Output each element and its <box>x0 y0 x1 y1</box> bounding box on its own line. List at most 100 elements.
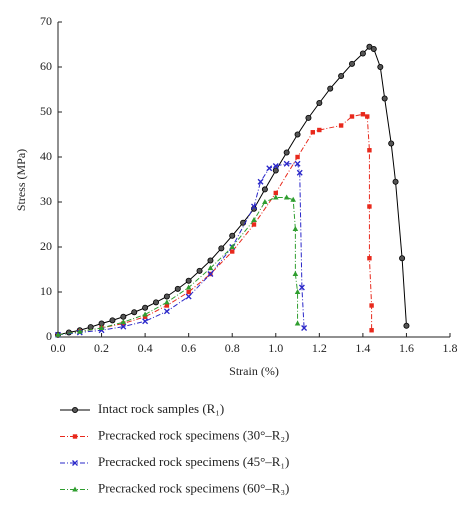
marker <box>367 204 372 209</box>
marker <box>273 190 278 196</box>
marker <box>272 167 279 174</box>
y-tick-label: 50 <box>40 104 52 118</box>
y-tick-label: 60 <box>40 59 52 73</box>
x-tick-label: 1.6 <box>399 341 414 355</box>
marker <box>142 318 149 325</box>
marker <box>272 163 279 169</box>
marker <box>403 322 410 329</box>
marker <box>262 199 268 204</box>
marker <box>388 140 395 147</box>
marker <box>294 320 301 326</box>
series-line <box>57 163 305 336</box>
y-tick-label: 10 <box>40 284 52 298</box>
marker <box>207 265 214 271</box>
marker <box>131 309 138 316</box>
marker <box>294 160 301 167</box>
marker <box>305 114 312 121</box>
legend-marker <box>72 406 79 413</box>
marker <box>266 165 273 172</box>
marker <box>251 222 257 227</box>
marker <box>296 169 303 176</box>
marker <box>163 308 170 315</box>
marker <box>359 50 366 57</box>
marker <box>142 314 148 319</box>
marker <box>120 319 127 325</box>
y-axis-label: Stress (MPa) <box>14 149 28 211</box>
marker <box>370 46 377 53</box>
marker <box>229 232 236 239</box>
marker <box>317 127 322 133</box>
y-tick-label: 30 <box>40 194 52 208</box>
x-tick-label: 1.0 <box>268 341 283 355</box>
marker <box>185 284 192 290</box>
marker <box>120 313 127 320</box>
x-tick-label: 1.8 <box>443 341 458 355</box>
marker <box>316 100 323 107</box>
marker <box>251 203 257 210</box>
marker <box>381 95 388 102</box>
marker <box>338 123 344 128</box>
marker <box>229 244 236 249</box>
marker <box>164 303 170 308</box>
marker <box>367 148 372 153</box>
x-tick-label: 0.0 <box>51 341 66 355</box>
marker <box>298 284 305 291</box>
marker <box>283 194 290 200</box>
marker <box>399 255 406 262</box>
marker <box>109 317 116 324</box>
marker <box>186 289 191 295</box>
series-line <box>57 46 407 336</box>
marker <box>292 226 299 231</box>
marker <box>120 323 127 330</box>
marker <box>164 299 170 305</box>
marker <box>367 256 372 261</box>
marker <box>142 304 149 311</box>
legend-marker <box>72 460 78 466</box>
marker <box>369 303 374 308</box>
marker <box>185 277 192 284</box>
marker <box>348 60 355 67</box>
marker <box>218 245 225 252</box>
marker <box>310 130 315 135</box>
y-tick-label: 20 <box>40 239 52 253</box>
marker <box>196 267 203 274</box>
legend-label: Precracked rock specimens (30°–R₂) <box>98 427 289 442</box>
series-line <box>57 197 299 336</box>
y-tick-label: 0 <box>46 329 52 343</box>
marker <box>272 194 279 200</box>
x-axis-label: Strain (%) <box>229 364 279 378</box>
marker <box>207 257 214 264</box>
x-tick-label: 1.4 <box>355 341 370 355</box>
x-tick-label: 0.6 <box>181 341 196 355</box>
marker <box>185 293 192 300</box>
marker <box>174 285 181 292</box>
marker <box>283 149 290 156</box>
marker <box>290 196 296 202</box>
marker <box>261 186 268 193</box>
marker <box>349 114 355 119</box>
marker <box>294 289 301 294</box>
marker <box>369 328 374 333</box>
marker <box>365 114 370 119</box>
marker <box>392 178 399 185</box>
y-tick-label: 70 <box>40 14 52 28</box>
marker <box>327 85 334 92</box>
marker <box>294 131 301 138</box>
y-tick-label: 40 <box>40 149 52 163</box>
marker <box>338 73 345 80</box>
legend-label: Precracked rock specimens (45°–R₁) <box>98 454 289 469</box>
marker <box>142 311 148 317</box>
marker <box>295 154 300 160</box>
legend-label: Precracked rock specimens (60°–R₃) <box>98 480 289 495</box>
marker <box>377 64 384 71</box>
marker <box>257 178 264 185</box>
marker <box>301 325 308 331</box>
marker <box>98 325 105 330</box>
marker <box>360 112 366 117</box>
x-tick-label: 0.8 <box>225 341 240 355</box>
x-tick-label: 1.2 <box>312 341 327 355</box>
marker <box>230 249 235 254</box>
x-tick-label: 0.4 <box>138 341 153 355</box>
marker <box>163 293 170 300</box>
